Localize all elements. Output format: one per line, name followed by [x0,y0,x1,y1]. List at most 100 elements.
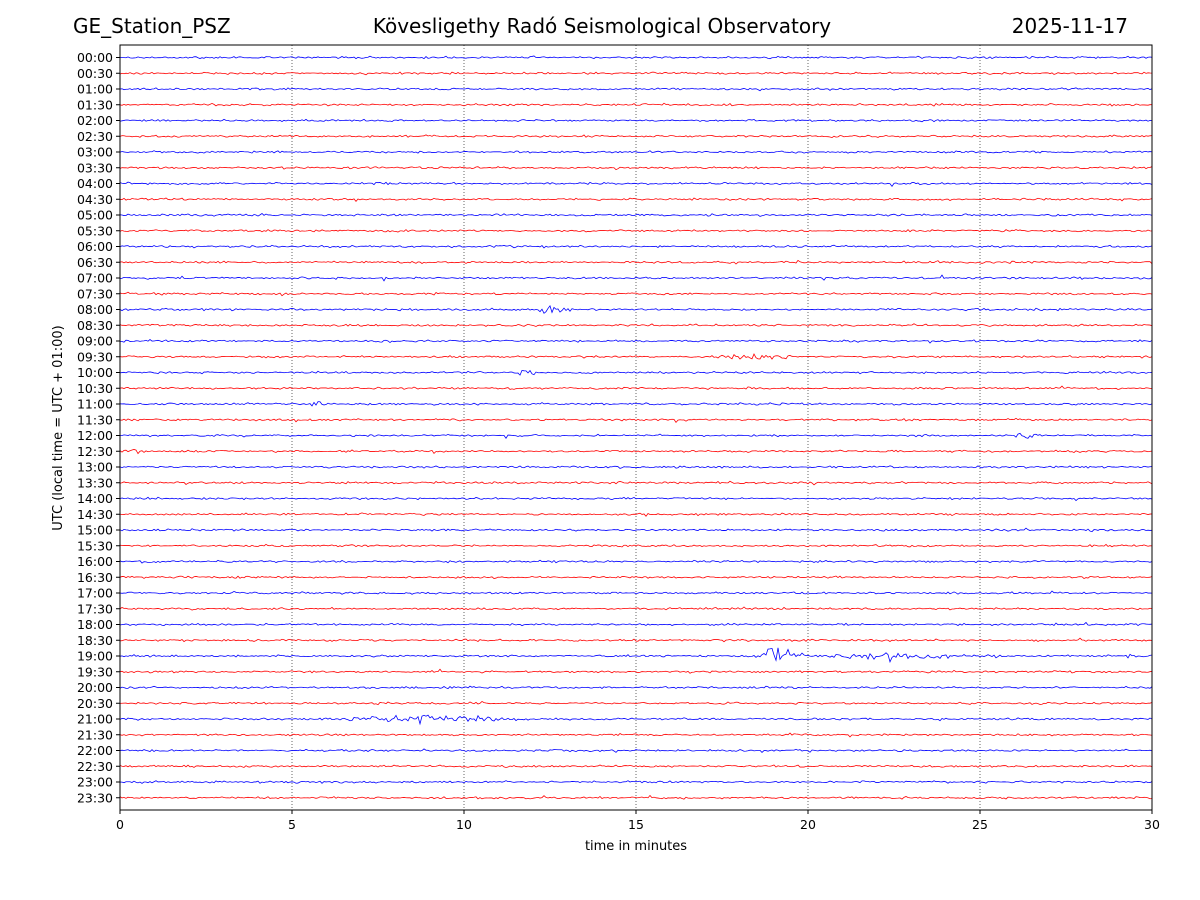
trace-1230 [119,449,1153,455]
y-tick-label: 21:30 [77,727,113,742]
chart-title: Kövesligethy Radó Seismological Observat… [372,14,832,38]
y-tick-label: 21:00 [77,712,113,727]
trace-2130 [119,732,1153,738]
trace-1800 [119,621,1153,627]
trace-0300 [119,150,1153,154]
y-tick-label: 17:00 [77,586,113,601]
trace-0900 [119,339,1153,344]
y-tick-label: 00:00 [77,50,113,65]
trace-1200 [119,432,1153,439]
x-tick-label: 15 [628,817,644,832]
trace-0430 [119,197,1153,203]
trace-0600 [119,244,1153,249]
trace-1300 [119,465,1153,469]
trace-0230 [119,134,1153,139]
trace-2000 [119,685,1153,690]
y-tick-label: 19:00 [77,649,113,664]
y-tick-label: 08:00 [77,302,113,317]
trace-2230 [119,764,1153,768]
trace-1400 [119,496,1153,502]
x-tick-label: 5 [288,817,296,832]
station-name: GE_Station_PSZ [73,14,231,38]
trace-0000 [119,55,1153,60]
y-tick-label: 05:00 [77,208,113,223]
y-tick-label: 07:00 [77,271,113,286]
trace-1600 [119,559,1153,564]
trace-1130 [119,417,1153,423]
y-tick-label: 14:00 [77,491,113,506]
trace-0700 [119,274,1153,282]
y-tick-label: 20:00 [77,680,113,695]
y-tick-label: 23:00 [77,775,113,790]
y-tick-label: 04:30 [77,192,113,207]
x-axis: 0 5 10 15 20 25 30 [116,810,1160,832]
trace-0930 [119,353,1153,360]
y-tick-label: 18:30 [77,633,113,648]
y-tick-label: 11:00 [77,397,113,412]
y-tick-label: 03:30 [77,160,113,175]
y-tick-label: 16:00 [77,554,113,569]
y-tick-label: 16:30 [77,570,113,585]
y-tick-label: 14:30 [77,507,113,522]
y-axis: 00:0000:3001:0001:3002:0002:3003:0003:30… [77,50,120,805]
y-tick-label: 02:00 [77,113,113,128]
y-tick-label: 12:00 [77,428,113,443]
trace-0200 [119,118,1153,123]
trace-1330 [119,480,1153,486]
grid-lines [291,45,981,810]
trace-1730 [119,606,1153,611]
y-axis-label: UTC (local time = UTC + 01:00) [51,325,66,530]
x-tick-label: 25 [972,817,988,832]
y-tick-label: 03:00 [77,145,113,160]
y-tick-label: 10:30 [77,381,113,396]
trace-0100 [119,87,1153,92]
y-tick-label: 22:00 [77,743,113,758]
trace-1000 [119,369,1153,376]
trace-2100 [119,714,1153,726]
y-tick-label: 04:00 [77,176,113,191]
y-tick-label: 11:30 [77,412,113,427]
trace-1700 [119,590,1153,595]
trace-0630 [119,259,1153,265]
trace-0800 [119,304,1153,314]
trace-0500 [119,212,1153,217]
chart-date: 2025-11-17 [1011,14,1128,38]
y-tick-label: 05:30 [77,223,113,238]
trace-0530 [119,229,1153,233]
trace-2300 [119,780,1153,784]
y-tick-label: 06:00 [77,239,113,254]
trace-1530 [119,543,1153,548]
y-tick-label: 02:30 [77,129,113,144]
y-tick-label: 19:30 [77,664,113,679]
trace-1900 [119,647,1153,663]
trace-1500 [119,527,1153,533]
y-tick-label: 12:30 [77,444,113,459]
trace-0400 [119,181,1153,187]
x-tick-label: 20 [800,817,816,832]
y-tick-label: 09:00 [77,334,113,349]
trace-2200 [119,748,1153,753]
trace-1430 [119,512,1153,517]
x-axis-label: time in minutes [585,839,687,854]
trace-0330 [119,166,1153,171]
y-tick-label: 20:30 [77,696,113,711]
trace-1930 [119,668,1153,674]
y-tick-label: 07:30 [77,286,113,301]
trace-1030 [119,385,1153,390]
y-tick-label: 10:00 [77,365,113,380]
trace-0030 [119,71,1153,76]
y-tick-label: 09:30 [77,349,113,364]
trace-1830 [119,637,1153,643]
trace-1100 [119,401,1153,407]
y-tick-label: 22:30 [77,759,113,774]
x-tick-label: 10 [456,817,472,832]
y-tick-label: 13:30 [77,475,113,490]
x-tick-label: 0 [116,817,124,832]
trace-1630 [119,575,1153,580]
y-tick-label: 15:30 [77,538,113,553]
trace-2330 [119,794,1153,800]
trace-0130 [119,102,1153,107]
y-tick-label: 00:30 [77,66,113,81]
y-tick-label: 06:30 [77,255,113,270]
